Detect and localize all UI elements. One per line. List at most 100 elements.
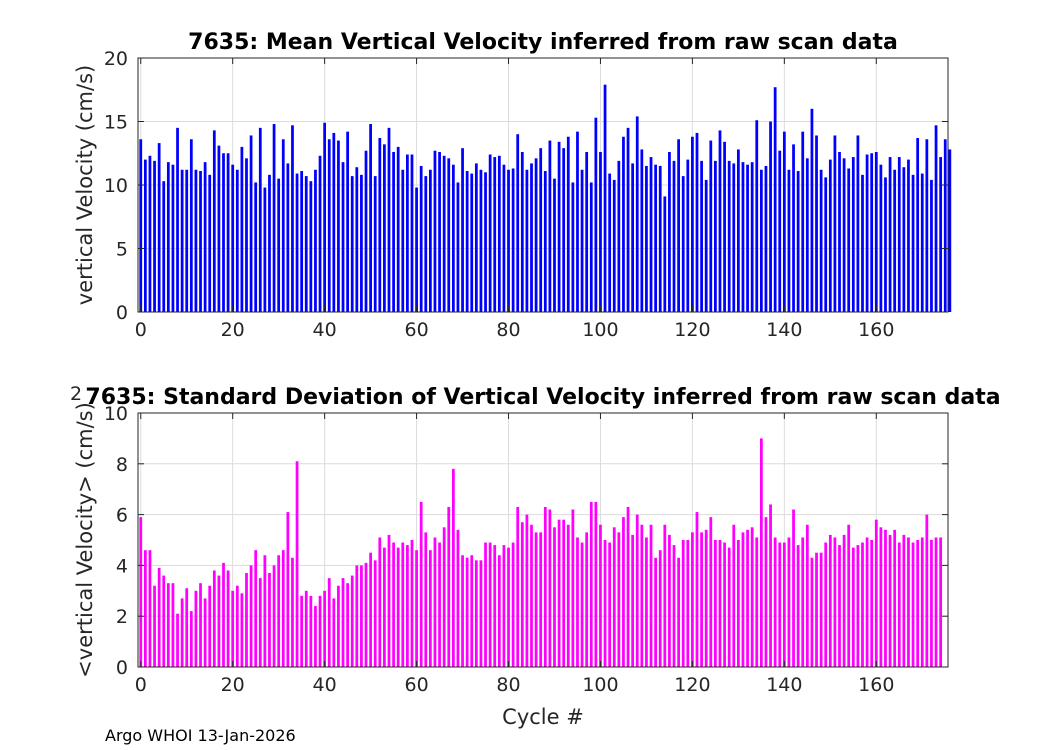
bar	[769, 504, 772, 667]
bar	[617, 532, 621, 667]
bar	[893, 529, 897, 667]
bar	[502, 164, 506, 312]
bar	[925, 139, 929, 312]
bar	[723, 542, 726, 667]
bar	[815, 135, 818, 312]
bar	[360, 174, 363, 312]
bar	[672, 545, 676, 667]
bar	[484, 542, 487, 667]
bar	[465, 171, 469, 312]
bar	[796, 171, 800, 312]
bar	[603, 540, 607, 667]
bar	[562, 519, 566, 667]
bar	[764, 517, 768, 667]
bar	[645, 165, 648, 312]
bar	[180, 598, 184, 667]
bar	[286, 512, 290, 667]
bar	[525, 514, 529, 667]
bar	[640, 524, 644, 667]
bar	[502, 545, 506, 667]
bar	[447, 506, 451, 667]
bar	[870, 540, 874, 667]
bar	[631, 534, 635, 667]
y-tick-label: 0	[116, 302, 128, 324]
bar	[337, 585, 340, 667]
bar	[888, 534, 892, 667]
bar	[240, 146, 244, 312]
bar	[249, 135, 253, 312]
bar	[350, 575, 354, 667]
bar	[718, 540, 722, 667]
bar	[406, 154, 409, 312]
bar	[189, 611, 193, 667]
bar	[838, 545, 841, 667]
bar	[874, 519, 878, 667]
bar	[654, 557, 658, 667]
bar	[833, 537, 837, 667]
bar	[180, 169, 184, 312]
bar	[530, 524, 533, 667]
bar	[185, 588, 189, 667]
x-tick-label: 100	[582, 319, 618, 341]
x-tick-label: 0	[135, 674, 147, 696]
bar	[383, 144, 386, 312]
bar	[622, 136, 625, 312]
bar	[773, 537, 777, 667]
bar	[920, 537, 924, 667]
bar	[231, 164, 235, 312]
bar	[199, 583, 202, 667]
bar	[222, 562, 225, 667]
bar	[939, 157, 943, 312]
bar	[424, 176, 428, 312]
bar	[672, 160, 676, 312]
bar	[741, 162, 745, 312]
bar	[470, 173, 474, 312]
bar	[507, 169, 510, 312]
bar	[258, 127, 262, 312]
bar	[681, 176, 685, 312]
bar	[548, 140, 552, 312]
bar	[566, 136, 570, 312]
bar	[622, 517, 625, 667]
bar	[392, 151, 395, 312]
bar	[865, 154, 869, 312]
bar	[245, 573, 248, 667]
bar	[654, 164, 658, 312]
bar	[847, 168, 851, 312]
bar	[185, 169, 189, 312]
bar	[226, 153, 230, 312]
bar	[562, 148, 566, 312]
bar	[884, 529, 887, 667]
y-tick-label: 10	[104, 403, 128, 425]
chart-title: 7635: Standard Deviation of Vertical Vel…	[85, 385, 1000, 410]
bar	[304, 590, 308, 667]
bar	[856, 135, 860, 312]
bar	[764, 165, 768, 312]
bar	[677, 139, 680, 312]
bar	[884, 177, 887, 312]
bar	[612, 527, 616, 667]
bar	[461, 555, 464, 667]
bar	[649, 524, 653, 667]
bar	[323, 122, 327, 313]
bar	[723, 141, 726, 312]
y-axis-label-superscript: 2	[70, 383, 82, 405]
bar	[626, 506, 630, 667]
bar	[916, 540, 920, 667]
bar	[479, 560, 483, 667]
bar	[782, 131, 786, 312]
bar	[727, 547, 731, 667]
bar	[608, 173, 612, 312]
bar	[612, 179, 616, 312]
bar	[700, 160, 703, 312]
x-tick-label: 80	[496, 319, 520, 341]
bar	[341, 578, 345, 667]
bar	[930, 540, 933, 667]
bar	[143, 550, 147, 667]
bar	[571, 182, 575, 312]
y-axis-label: <vertical Velocity> (cm/s)	[73, 402, 97, 678]
bar	[442, 155, 446, 312]
bar	[438, 151, 441, 312]
x-axis-label: Cycle #	[502, 705, 584, 729]
bar	[750, 162, 754, 312]
